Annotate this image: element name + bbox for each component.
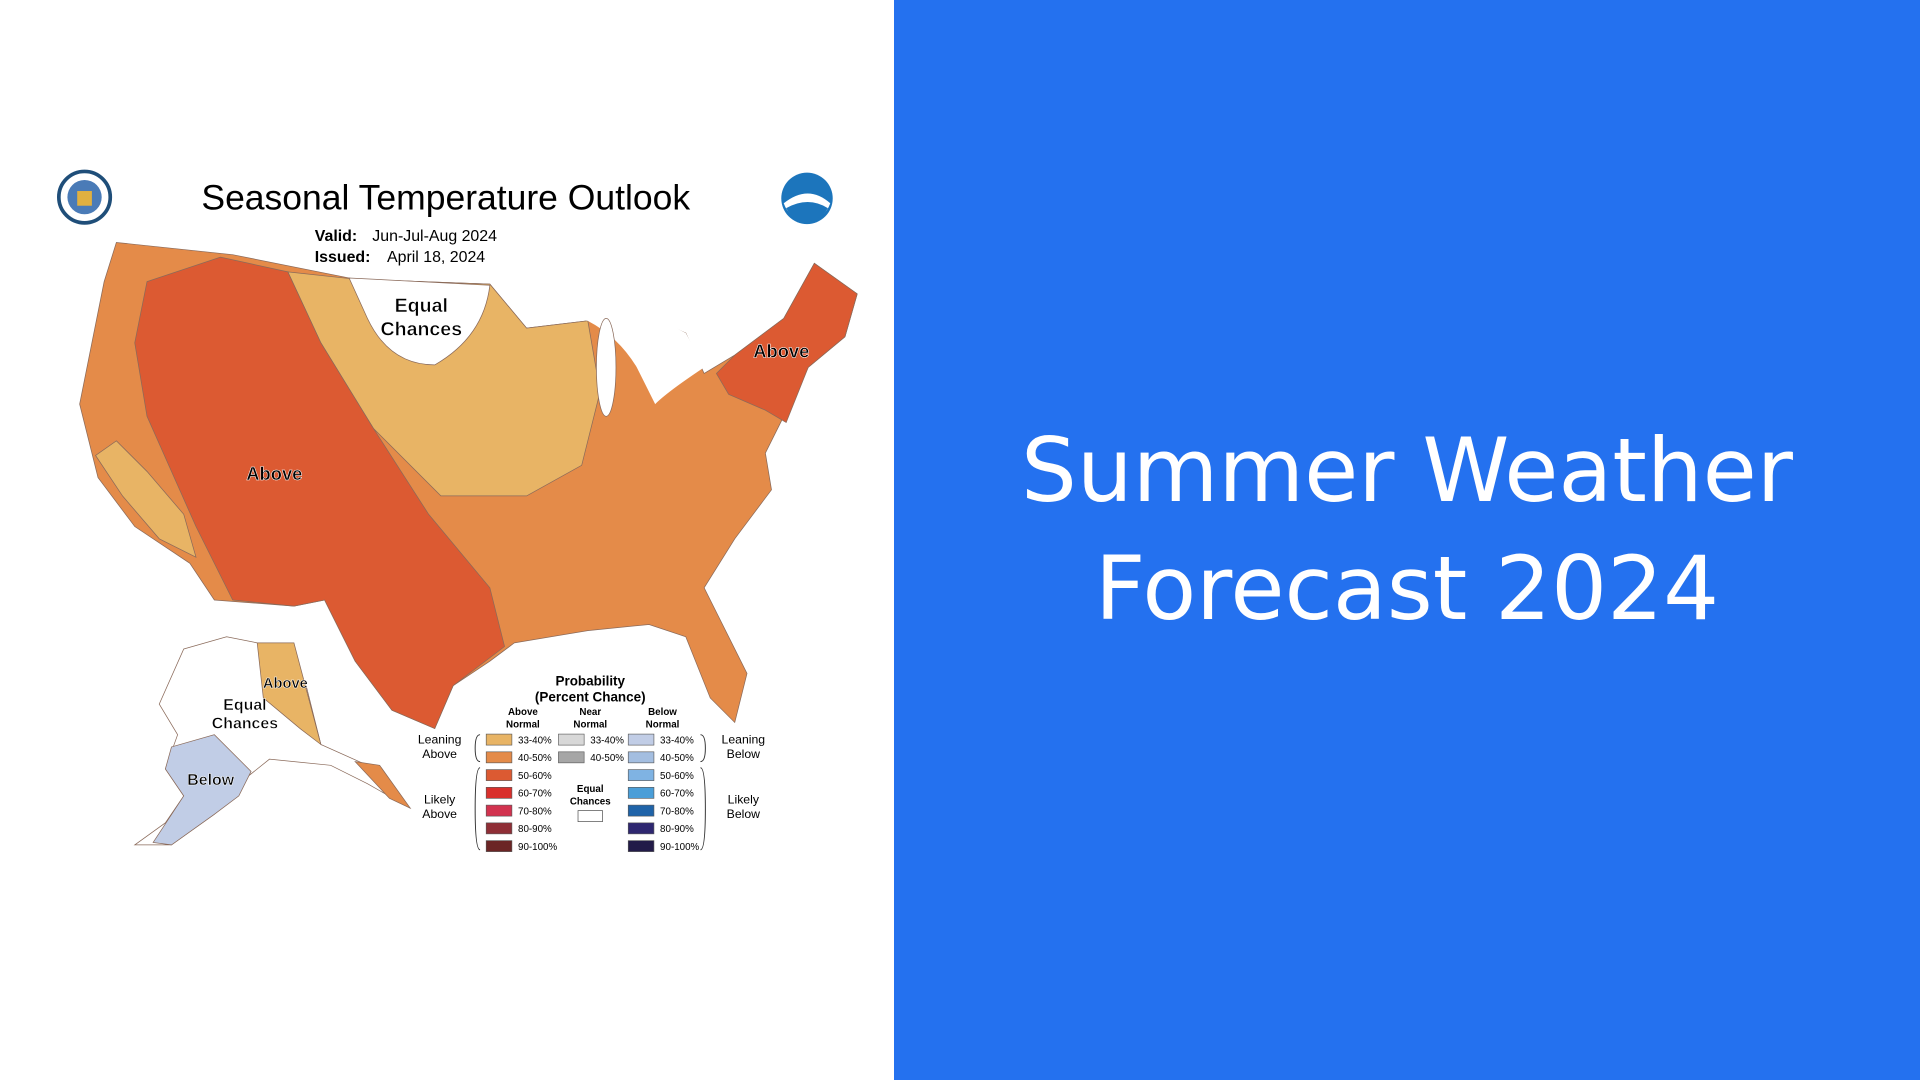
noaa-wave-inner bbox=[786, 202, 828, 222]
legend-swatch bbox=[627, 787, 655, 799]
legend-swatch bbox=[485, 804, 513, 817]
legend-swatch bbox=[485, 787, 513, 799]
legend-item-label: 80-90% bbox=[518, 824, 552, 835]
legend-brace bbox=[474, 734, 481, 763]
region-label: Equal Chances bbox=[380, 295, 462, 340]
zone-equal-chances bbox=[348, 277, 491, 366]
legend-subtitle: (Percent Chance) bbox=[535, 690, 646, 705]
legend-swatch bbox=[558, 733, 585, 746]
legend-equal-chances: Equal Chances bbox=[570, 784, 611, 807]
title-panel: Summer Weather Forecast 2024 bbox=[894, 0, 1920, 1080]
legend-item-label: 60-70% bbox=[660, 789, 694, 800]
legend-side-label: Likely Below bbox=[727, 792, 760, 821]
legend-swatch bbox=[627, 733, 655, 746]
legend-swatch bbox=[627, 804, 655, 817]
region-label: Below bbox=[187, 772, 234, 789]
legend-column-header: Near Normal bbox=[573, 707, 607, 730]
legend-column-header: Below Normal bbox=[646, 707, 680, 730]
alaska-below bbox=[152, 734, 252, 846]
valid-value: Jun-Jul-Aug 2024 bbox=[372, 228, 497, 245]
region-label: Equal Chances bbox=[212, 697, 278, 732]
legend-swatch bbox=[627, 840, 655, 852]
legend-swatch bbox=[485, 733, 513, 746]
legend-item-label: 80-90% bbox=[660, 824, 694, 835]
region-label: Above bbox=[753, 341, 809, 362]
legend: Probability(Percent Chance) Above Normal 33… bbox=[418, 674, 765, 853]
region-label: Above bbox=[246, 463, 302, 484]
legend-item-label: 90-100% bbox=[660, 842, 699, 853]
legend-swatch bbox=[485, 751, 513, 764]
legend-item-label: 40-50% bbox=[518, 753, 552, 764]
legend-item-label: 40-50% bbox=[590, 753, 624, 764]
legend-title: Probability bbox=[555, 674, 625, 689]
legend-item-label: 33-40% bbox=[518, 735, 552, 746]
zone-above-northeast bbox=[715, 262, 858, 423]
legend-item-label: 50-60% bbox=[518, 771, 552, 782]
region-labels: Equal Chances Above Above Above Equal Chances B… bbox=[187, 295, 810, 789]
map-title: Seasonal Temperature Outlook bbox=[201, 177, 690, 217]
legend-swatch bbox=[485, 840, 513, 852]
great-lakes bbox=[538, 301, 705, 405]
alaska-above bbox=[256, 642, 322, 746]
legend-item-label: 40-50% bbox=[660, 753, 694, 764]
region-label: Above bbox=[263, 676, 308, 692]
legend-swatch bbox=[627, 751, 655, 764]
legend-item-label: 70-80% bbox=[660, 806, 694, 817]
legend-side-label: Likely Above bbox=[422, 792, 457, 821]
legend-item-label: 70-80% bbox=[518, 806, 552, 817]
outlook-map: Seasonal Temperature Outlook Valid: Jun-… bbox=[57, 169, 858, 853]
doc-logo-shield bbox=[77, 191, 92, 206]
legend-swatch bbox=[627, 769, 655, 781]
legend-item-label: 90-100% bbox=[518, 842, 557, 853]
legend-side-label: Leaning Below bbox=[722, 732, 766, 761]
alaska-panhandle bbox=[354, 761, 412, 810]
slide-title: Summer Weather Forecast 2024 bbox=[1021, 419, 1793, 640]
lake-michigan bbox=[596, 318, 617, 417]
legend-item-label: 33-40% bbox=[590, 735, 624, 746]
legend-swatch bbox=[485, 822, 513, 835]
issued-label: Issued: bbox=[315, 249, 371, 266]
legend-brace bbox=[700, 767, 706, 851]
legend-equal-swatch bbox=[577, 810, 603, 822]
zone-leaning-coast bbox=[95, 440, 197, 558]
issued-value: April 18, 2024 bbox=[387, 249, 485, 266]
valid-label: Valid: bbox=[315, 228, 357, 245]
legend-swatch bbox=[485, 769, 513, 781]
legend-swatch bbox=[558, 751, 585, 764]
legend-side-label: Leaning Above bbox=[418, 732, 462, 761]
legend-swatch bbox=[627, 822, 655, 835]
legend-brace bbox=[474, 767, 481, 851]
zone-above-west bbox=[134, 256, 505, 730]
legend-item-label: 33-40% bbox=[660, 735, 694, 746]
legend-item-label: 50-60% bbox=[660, 771, 694, 782]
legend-item-label: 60-70% bbox=[518, 789, 552, 800]
legend-column-header: Above Normal bbox=[506, 707, 540, 730]
legend-brace bbox=[700, 734, 706, 763]
